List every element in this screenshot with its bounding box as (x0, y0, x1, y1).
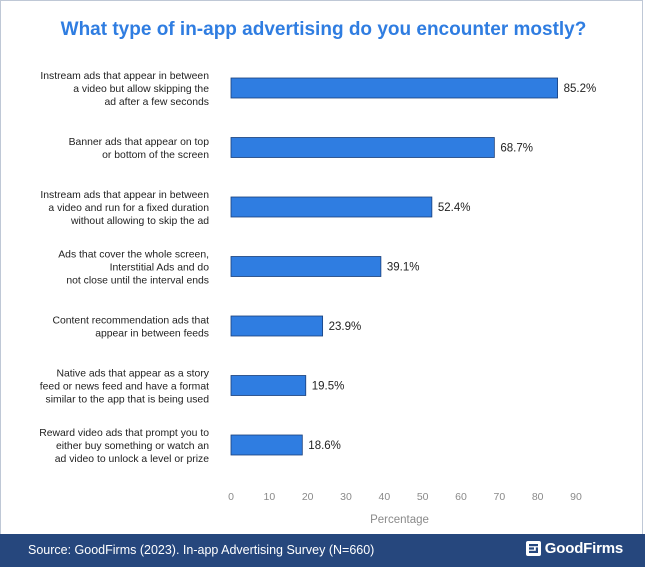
goodfirms-logo: GoodFirms (525, 540, 623, 557)
bar-4 (230, 315, 324, 337)
bar-5 (230, 375, 307, 396)
source-text: Source: GoodFirms (2023). In-app Adverti… (28, 543, 375, 557)
x-tick-label-3: 30 (340, 491, 352, 503)
bar-6 (230, 434, 303, 456)
value-label-4: 23.9% (329, 321, 362, 333)
x-tick-label-4: 40 (378, 491, 390, 503)
goodfirms-logo-icon (525, 541, 541, 556)
category-label-5-1: feed or news feed and have a format (40, 382, 209, 393)
x-tick-label-2: 20 (302, 491, 314, 503)
value-label-6: 18.6% (308, 440, 341, 452)
category-label-2-1: a video and run for a fixed duration (48, 203, 209, 214)
bar-2 (230, 196, 433, 218)
category-label-0-1: a video but allow skipping the (73, 84, 209, 95)
category-label-5-2: similar to the app that is being used (46, 395, 210, 406)
category-label-6-1: either buy something or watch an (56, 441, 209, 452)
category-label-0-2: ad after a few seconds (104, 97, 209, 108)
x-tick-label-8: 80 (532, 491, 544, 503)
x-tick-label-9: 90 (570, 491, 582, 503)
x-tick-label-1: 10 (263, 491, 275, 503)
category-label-1-0: Banner ads that appear on top (69, 137, 210, 148)
category-label-2-0: Instream ads that appear in between (40, 190, 209, 201)
category-label-6-2: ad video to unlock a level or prize (55, 454, 209, 465)
category-label-5-0: Native ads that appear as a story (57, 369, 210, 380)
category-label-1-1: or bottom of the screen (102, 150, 209, 161)
bar-3 (230, 256, 382, 277)
value-label-0: 85.2% (564, 83, 597, 95)
bar-1 (230, 137, 495, 158)
chart-title: What type of in-app advertising do you e… (60, 19, 587, 40)
category-label-4-1: appear in between feeds (95, 329, 209, 340)
bar-0 (230, 77, 559, 99)
category-label-4-0: Content recommendation ads that (52, 316, 209, 327)
x-tick-label-5: 50 (417, 491, 429, 503)
x-tick-label-6: 60 (455, 491, 467, 503)
value-label-1: 68.7% (500, 143, 533, 155)
category-label-3-1: Interstitial Ads and do (110, 263, 210, 274)
value-label-3: 39.1% (387, 262, 420, 274)
bar-chart: 85.2% Instream ads that appear in between… (39, 71, 597, 526)
x-tick-label-7: 70 (493, 491, 505, 503)
logo-text: GoodFirms (544, 540, 623, 557)
category-label-6-0: Reward video ads that prompt you to (39, 428, 209, 439)
category-label-3-2: not close until the interval ends (66, 276, 209, 287)
category-label-3-0: Ads that cover the whole screen, (58, 250, 209, 261)
category-label-0-0: Instream ads that appear in between (40, 71, 209, 82)
value-label-2: 52.4% (438, 202, 471, 214)
x-tick-label-0: 0 (228, 491, 234, 503)
category-label-2-2: without allowing to skip the ad (70, 216, 209, 227)
value-label-5: 19.5% (312, 381, 345, 393)
x-axis-title: Percentage (370, 514, 429, 526)
footer-bar: Source: GoodFirms (2023). In-app Adverti… (0, 534, 645, 567)
